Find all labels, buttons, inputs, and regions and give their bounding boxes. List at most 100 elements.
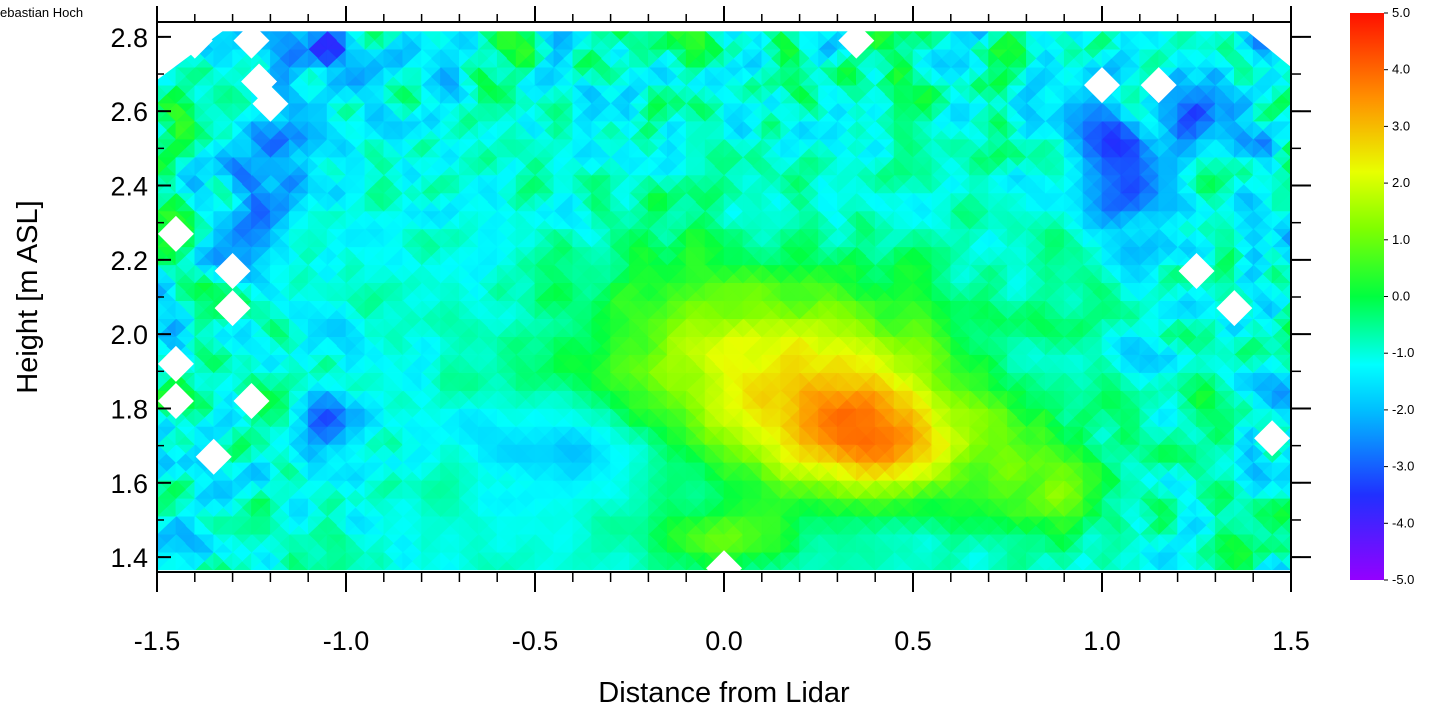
heatmap-cell [421, 551, 432, 571]
heatmap-cell [723, 515, 734, 535]
heatmap-cell [288, 515, 300, 535]
heatmap-cell [1063, 497, 1075, 517]
heatmap-cell [402, 533, 413, 553]
heatmap-cell [175, 551, 186, 571]
heatmap-cell [459, 533, 470, 553]
heatmap-cell [742, 551, 753, 571]
heatmap-cell [685, 533, 697, 553]
heatmap-cell [912, 533, 923, 553]
heatmap-cell [1007, 551, 1018, 571]
heatmap-cell [1026, 515, 1037, 535]
heatmap-cell [326, 533, 337, 553]
heatmap-cell [1158, 515, 1169, 535]
heatmap-cell [553, 515, 564, 535]
heatmap-cell [1139, 551, 1150, 571]
heatmap-cell [874, 551, 886, 571]
heatmap-cell [855, 497, 867, 517]
heatmap-cell [270, 533, 281, 553]
heatmap-cell [1139, 497, 1150, 517]
heatmap-cell [194, 479, 205, 499]
heatmap-cell [1007, 497, 1018, 517]
heatmap-cell [818, 533, 829, 553]
heatmap-cell [988, 533, 999, 553]
heatmap-cell [1234, 533, 1245, 553]
heatmap-cell [1252, 533, 1264, 553]
heatmap-cell [723, 497, 734, 517]
heatmap-cell [477, 497, 489, 517]
heatmap-cell [799, 497, 810, 517]
heatmap-cell [591, 515, 602, 535]
heatmap-cell [893, 515, 904, 535]
heatmap-cell [157, 515, 167, 535]
heatmap-cell [1271, 497, 1282, 517]
heatmap-cell [213, 551, 224, 571]
heatmap-cell [364, 515, 375, 535]
heatmap-cell [553, 551, 564, 571]
heatmap-cell [685, 497, 697, 517]
heatmap-cell [194, 497, 205, 517]
heatmap-cell [1082, 497, 1093, 517]
heatmap-cell [648, 497, 659, 517]
heatmap-cell [931, 497, 942, 517]
heatmap-cell [818, 515, 829, 535]
heatmap-cell [270, 515, 281, 535]
heatmap-cell [440, 515, 451, 535]
heatmap-cell [1215, 497, 1226, 517]
heatmap-cell [1177, 551, 1188, 571]
heatmap-cell [440, 497, 451, 517]
heatmap-cell [572, 497, 583, 517]
heatmap-cell [648, 551, 659, 571]
heatmap-cell [837, 551, 848, 571]
heatmap-cell [1007, 533, 1018, 553]
heatmap-cell [251, 551, 262, 571]
heatmap-cell [988, 551, 999, 571]
heatmap-cell [213, 533, 224, 553]
heatmap-cell [931, 515, 942, 535]
heatmap-cell [440, 533, 451, 553]
heatmap-cell [194, 515, 205, 535]
heatmap-cell [157, 533, 167, 553]
heatmap-cell [1101, 515, 1112, 535]
heatmap-cell [780, 497, 791, 517]
heatmap-cell [232, 515, 243, 535]
heatmap-cell [326, 515, 337, 535]
heatmap-cell [251, 479, 262, 499]
heatmap-cell [855, 533, 867, 553]
heatmap-cell [515, 551, 526, 571]
heatmap-cell [685, 551, 697, 571]
heatmap-cell [780, 533, 791, 553]
heatmap-cell [175, 479, 186, 499]
heatmap-cell [421, 515, 432, 535]
heatmap-cell [1234, 515, 1245, 535]
heatmap-cell [1177, 515, 1188, 535]
heatmap-cell [1082, 515, 1093, 535]
heatmap-cell [648, 533, 659, 553]
heatmap-cell [1139, 533, 1150, 553]
heatmap-cell [666, 551, 678, 571]
heatmap-cell [421, 533, 432, 553]
heatmap-cell [685, 515, 697, 535]
heatmap-cell [629, 497, 640, 517]
heatmap-cell [1101, 497, 1112, 517]
heatmap-cell [175, 515, 186, 535]
heatmap-cell [1158, 533, 1169, 553]
heatmap-cell [761, 551, 772, 571]
heatmap-cell [477, 515, 489, 535]
heatmap-cell [459, 551, 470, 571]
heatmap-cell [459, 515, 470, 535]
heatmap-cell [251, 533, 262, 553]
heatmap-cell [496, 551, 508, 571]
heatmap-cell [194, 533, 205, 553]
heatmap-cell [364, 551, 375, 571]
heatmap-cell [912, 497, 923, 517]
heatmap-cell [364, 533, 375, 553]
heatmap-cell [477, 533, 489, 553]
heatmap-cell [969, 515, 980, 535]
heatmap-cell [610, 497, 621, 517]
heatmap-cell [969, 551, 980, 571]
heatmap-cell [477, 551, 489, 571]
heatmap-cell [666, 533, 678, 553]
heatmap-cell [515, 515, 526, 535]
heatmap-cell [496, 515, 508, 535]
heatmap-cell [591, 533, 602, 553]
